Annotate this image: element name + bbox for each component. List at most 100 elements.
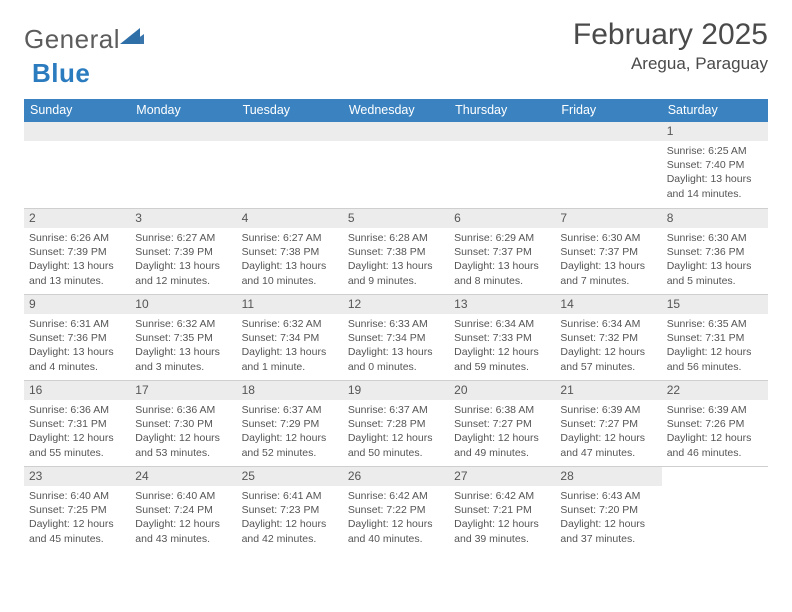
day-info: Sunrise: 6:30 AMSunset: 7:36 PMDaylight:… xyxy=(662,228,768,293)
day-cell-12: 12Sunrise: 6:33 AMSunset: 7:34 PMDayligh… xyxy=(343,294,449,380)
day-info: Sunrise: 6:28 AMSunset: 7:38 PMDaylight:… xyxy=(343,228,449,293)
day-number: 16 xyxy=(24,381,130,400)
calendar-weekday-header: SundayMondayTuesdayWednesdayThursdayFrid… xyxy=(24,99,768,122)
day-cell-8: 8Sunrise: 6:30 AMSunset: 7:36 PMDaylight… xyxy=(662,208,768,294)
day-cell-23: 23Sunrise: 6:40 AMSunset: 7:25 PMDayligh… xyxy=(24,466,130,552)
day-cell-26: 26Sunrise: 6:42 AMSunset: 7:22 PMDayligh… xyxy=(343,466,449,552)
day-number: 3 xyxy=(130,209,236,228)
day-number: 17 xyxy=(130,381,236,400)
day-cell-15: 15Sunrise: 6:35 AMSunset: 7:31 PMDayligh… xyxy=(662,294,768,380)
day-number: 10 xyxy=(130,295,236,314)
day-cell-4: 4Sunrise: 6:27 AMSunset: 7:38 PMDaylight… xyxy=(237,208,343,294)
day-cell-empty xyxy=(24,122,130,208)
day-number: 5 xyxy=(343,209,449,228)
day-number-empty xyxy=(24,122,130,141)
day-info: Sunrise: 6:41 AMSunset: 7:23 PMDaylight:… xyxy=(237,486,343,551)
day-info: Sunrise: 6:40 AMSunset: 7:24 PMDaylight:… xyxy=(130,486,236,551)
weekday-saturday: Saturday xyxy=(662,99,768,122)
brand-triangle-icon xyxy=(122,24,126,46)
day-info: Sunrise: 6:30 AMSunset: 7:37 PMDaylight:… xyxy=(555,228,661,293)
day-cell-1: 1Sunrise: 6:25 AMSunset: 7:40 PMDaylight… xyxy=(662,122,768,208)
day-number: 25 xyxy=(237,467,343,486)
day-number: 19 xyxy=(343,381,449,400)
day-info: Sunrise: 6:36 AMSunset: 7:31 PMDaylight:… xyxy=(24,400,130,465)
day-cell-25: 25Sunrise: 6:41 AMSunset: 7:23 PMDayligh… xyxy=(237,466,343,552)
day-info: Sunrise: 6:34 AMSunset: 7:32 PMDaylight:… xyxy=(555,314,661,379)
day-number-empty xyxy=(449,122,555,141)
day-info: Sunrise: 6:29 AMSunset: 7:37 PMDaylight:… xyxy=(449,228,555,293)
day-cell-20: 20Sunrise: 6:38 AMSunset: 7:27 PMDayligh… xyxy=(449,380,555,466)
day-number-empty xyxy=(555,122,661,141)
day-number: 12 xyxy=(343,295,449,314)
day-number: 27 xyxy=(449,467,555,486)
weekday-thursday: Thursday xyxy=(449,99,555,122)
day-number: 6 xyxy=(449,209,555,228)
brand-logo: General xyxy=(24,18,148,55)
day-cell-17: 17Sunrise: 6:36 AMSunset: 7:30 PMDayligh… xyxy=(130,380,236,466)
day-number: 15 xyxy=(662,295,768,314)
day-number: 1 xyxy=(662,122,768,141)
day-number-empty xyxy=(343,122,449,141)
day-info: Sunrise: 6:31 AMSunset: 7:36 PMDaylight:… xyxy=(24,314,130,379)
day-number: 26 xyxy=(343,467,449,486)
day-info: Sunrise: 6:39 AMSunset: 7:26 PMDaylight:… xyxy=(662,400,768,465)
calendar-page: General February 2025 Aregua, Paraguay G… xyxy=(0,0,792,552)
day-cell-6: 6Sunrise: 6:29 AMSunset: 7:37 PMDaylight… xyxy=(449,208,555,294)
day-info: Sunrise: 6:34 AMSunset: 7:33 PMDaylight:… xyxy=(449,314,555,379)
day-cell-5: 5Sunrise: 6:28 AMSunset: 7:38 PMDaylight… xyxy=(343,208,449,294)
day-cell-10: 10Sunrise: 6:32 AMSunset: 7:35 PMDayligh… xyxy=(130,294,236,380)
day-info: Sunrise: 6:36 AMSunset: 7:30 PMDaylight:… xyxy=(130,400,236,465)
day-info: Sunrise: 6:27 AMSunset: 7:39 PMDaylight:… xyxy=(130,228,236,293)
day-cell-empty xyxy=(662,466,768,552)
day-info: Sunrise: 6:37 AMSunset: 7:28 PMDaylight:… xyxy=(343,400,449,465)
title-block: February 2025 Aregua, Paraguay xyxy=(573,18,768,74)
day-info: Sunrise: 6:25 AMSunset: 7:40 PMDaylight:… xyxy=(662,141,768,206)
day-number: 8 xyxy=(662,209,768,228)
day-cell-11: 11Sunrise: 6:32 AMSunset: 7:34 PMDayligh… xyxy=(237,294,343,380)
day-number: 20 xyxy=(449,381,555,400)
day-number: 24 xyxy=(130,467,236,486)
day-cell-14: 14Sunrise: 6:34 AMSunset: 7:32 PMDayligh… xyxy=(555,294,661,380)
day-number: 21 xyxy=(555,381,661,400)
day-cell-19: 19Sunrise: 6:37 AMSunset: 7:28 PMDayligh… xyxy=(343,380,449,466)
weekday-wednesday: Wednesday xyxy=(343,99,449,122)
day-cell-16: 16Sunrise: 6:36 AMSunset: 7:31 PMDayligh… xyxy=(24,380,130,466)
day-number: 14 xyxy=(555,295,661,314)
day-number: 9 xyxy=(24,295,130,314)
day-cell-9: 9Sunrise: 6:31 AMSunset: 7:36 PMDaylight… xyxy=(24,294,130,380)
day-cell-22: 22Sunrise: 6:39 AMSunset: 7:26 PMDayligh… xyxy=(662,380,768,466)
day-cell-21: 21Sunrise: 6:39 AMSunset: 7:27 PMDayligh… xyxy=(555,380,661,466)
day-cell-24: 24Sunrise: 6:40 AMSunset: 7:24 PMDayligh… xyxy=(130,466,236,552)
day-number: 18 xyxy=(237,381,343,400)
day-number: 2 xyxy=(24,209,130,228)
day-number: 7 xyxy=(555,209,661,228)
day-info: Sunrise: 6:32 AMSunset: 7:34 PMDaylight:… xyxy=(237,314,343,379)
day-number: 28 xyxy=(555,467,661,486)
day-info: Sunrise: 6:37 AMSunset: 7:29 PMDaylight:… xyxy=(237,400,343,465)
day-info: Sunrise: 6:42 AMSunset: 7:21 PMDaylight:… xyxy=(449,486,555,551)
month-title: February 2025 xyxy=(573,18,768,52)
day-info: Sunrise: 6:26 AMSunset: 7:39 PMDaylight:… xyxy=(24,228,130,293)
day-cell-3: 3Sunrise: 6:27 AMSunset: 7:39 PMDaylight… xyxy=(130,208,236,294)
day-number: 13 xyxy=(449,295,555,314)
day-info: Sunrise: 6:40 AMSunset: 7:25 PMDaylight:… xyxy=(24,486,130,551)
day-info: Sunrise: 6:39 AMSunset: 7:27 PMDaylight:… xyxy=(555,400,661,465)
calendar-grid: 1Sunrise: 6:25 AMSunset: 7:40 PMDaylight… xyxy=(24,122,768,552)
day-cell-empty xyxy=(449,122,555,208)
day-cell-2: 2Sunrise: 6:26 AMSunset: 7:39 PMDaylight… xyxy=(24,208,130,294)
day-cell-13: 13Sunrise: 6:34 AMSunset: 7:33 PMDayligh… xyxy=(449,294,555,380)
day-cell-18: 18Sunrise: 6:37 AMSunset: 7:29 PMDayligh… xyxy=(237,380,343,466)
day-info: Sunrise: 6:42 AMSunset: 7:22 PMDaylight:… xyxy=(343,486,449,551)
day-number: 22 xyxy=(662,381,768,400)
day-info: Sunrise: 6:32 AMSunset: 7:35 PMDaylight:… xyxy=(130,314,236,379)
brand-word1: General xyxy=(24,24,120,55)
day-number-empty xyxy=(130,122,236,141)
weekday-friday: Friday xyxy=(555,99,661,122)
day-cell-27: 27Sunrise: 6:42 AMSunset: 7:21 PMDayligh… xyxy=(449,466,555,552)
day-cell-7: 7Sunrise: 6:30 AMSunset: 7:37 PMDaylight… xyxy=(555,208,661,294)
day-number: 11 xyxy=(237,295,343,314)
day-info: Sunrise: 6:38 AMSunset: 7:27 PMDaylight:… xyxy=(449,400,555,465)
brand-word2: Blue xyxy=(32,58,90,89)
day-number-empty xyxy=(237,122,343,141)
day-info: Sunrise: 6:33 AMSunset: 7:34 PMDaylight:… xyxy=(343,314,449,379)
